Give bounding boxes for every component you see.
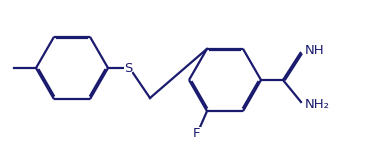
Text: NH: NH [305, 44, 325, 57]
Text: S: S [124, 61, 132, 75]
Text: NH₂: NH₂ [305, 98, 330, 111]
Text: F: F [193, 127, 201, 140]
